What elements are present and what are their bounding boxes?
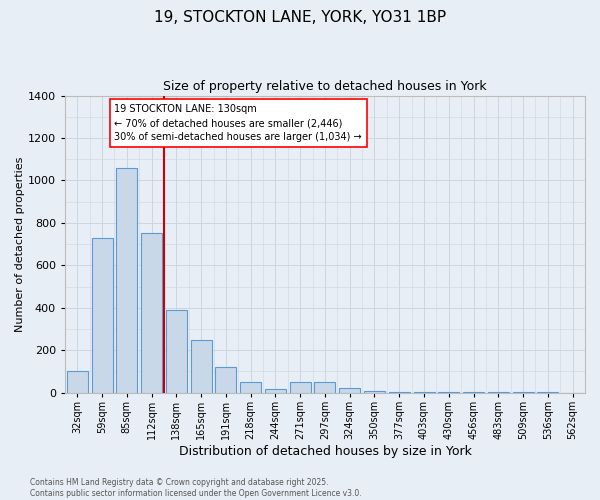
- Bar: [166, 310, 187, 392]
- Y-axis label: Number of detached properties: Number of detached properties: [15, 156, 25, 332]
- Bar: [265, 390, 286, 392]
- Bar: [290, 382, 311, 392]
- X-axis label: Distribution of detached houses by size in York: Distribution of detached houses by size …: [179, 444, 472, 458]
- Bar: [116, 168, 137, 392]
- Bar: [364, 390, 385, 392]
- Bar: [191, 340, 212, 392]
- Bar: [240, 382, 261, 392]
- Bar: [141, 234, 162, 392]
- Text: 19, STOCKTON LANE, YORK, YO31 1BP: 19, STOCKTON LANE, YORK, YO31 1BP: [154, 10, 446, 25]
- Bar: [215, 367, 236, 392]
- Bar: [67, 372, 88, 392]
- Bar: [314, 382, 335, 392]
- Title: Size of property relative to detached houses in York: Size of property relative to detached ho…: [163, 80, 487, 93]
- Text: Contains HM Land Registry data © Crown copyright and database right 2025.
Contai: Contains HM Land Registry data © Crown c…: [30, 478, 362, 498]
- Bar: [92, 238, 113, 392]
- Text: 19 STOCKTON LANE: 130sqm
← 70% of detached houses are smaller (2,446)
30% of sem: 19 STOCKTON LANE: 130sqm ← 70% of detach…: [115, 104, 362, 142]
- Bar: [339, 388, 360, 392]
